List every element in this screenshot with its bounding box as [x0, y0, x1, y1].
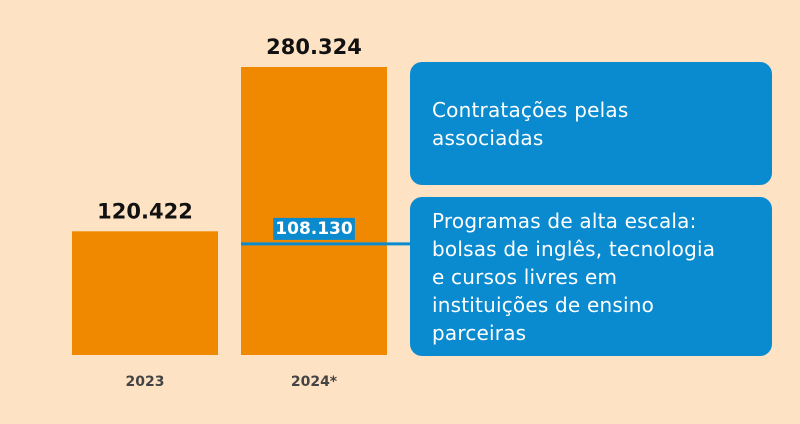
- x-tick-label: 2024*: [291, 374, 338, 390]
- x-tick-label: 2023: [126, 374, 165, 390]
- legend-line: e cursos livres em: [432, 265, 618, 289]
- bar-2023: [72, 231, 218, 355]
- legend-line: Programas de alta escala:: [432, 209, 697, 233]
- value-label: 120.422: [97, 199, 193, 223]
- value-label: 280.324: [266, 35, 362, 59]
- legend-line: associadas: [432, 126, 544, 150]
- legend-line: bolsas de inglês, tecnologia: [432, 237, 716, 261]
- annotation-label-background: [273, 217, 355, 240]
- legend-line: instituições de ensino: [432, 293, 655, 317]
- legend-box-programas: Programas de alta escala: bolsas de ingl…: [410, 197, 772, 356]
- bar-2024: [241, 67, 387, 355]
- legend-box-associadas: Contratações pelas associadas: [410, 62, 772, 185]
- legend-line: Contratações pelas: [432, 98, 629, 122]
- legend-line: parceiras: [432, 321, 527, 345]
- annotation-label: 108.130: [275, 219, 353, 239]
